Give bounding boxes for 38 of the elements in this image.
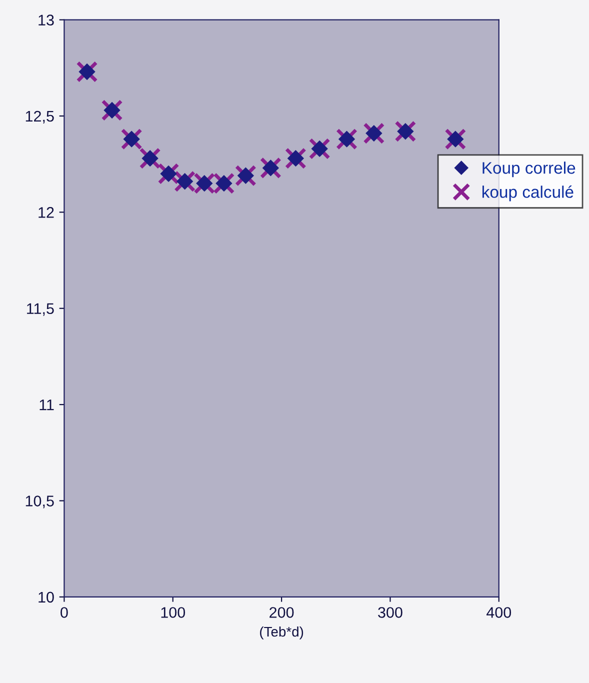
point bbox=[336, 128, 358, 150]
point bbox=[238, 168, 254, 184]
point bbox=[312, 141, 328, 156]
point bbox=[363, 122, 385, 144]
point bbox=[234, 164, 256, 186]
y-tick-label: 12 bbox=[38, 207, 54, 218]
point bbox=[79, 64, 95, 80]
point bbox=[216, 176, 232, 191]
point bbox=[158, 162, 180, 184]
y-tick-label: 11,5 bbox=[27, 303, 54, 316]
point bbox=[263, 160, 278, 176]
point bbox=[101, 99, 123, 121]
point bbox=[104, 102, 120, 118]
x-tick-label: 100 bbox=[161, 607, 186, 618]
point bbox=[260, 157, 282, 179]
point bbox=[196, 176, 212, 191]
point bbox=[160, 166, 176, 182]
y-tick-label: 11 bbox=[40, 400, 54, 410]
x-axis-title: (Teb*d) bbox=[260, 626, 304, 640]
legend-label: Koup correle bbox=[482, 162, 576, 178]
point bbox=[288, 150, 304, 166]
x-tick-label: 200 bbox=[270, 607, 294, 618]
point bbox=[339, 131, 354, 147]
point bbox=[177, 174, 192, 190]
point bbox=[139, 148, 161, 170]
y-tick-label: 10 bbox=[38, 592, 54, 603]
x-tick-label: 400 bbox=[486, 607, 512, 618]
point bbox=[308, 138, 330, 160]
point bbox=[366, 126, 382, 141]
point bbox=[76, 60, 98, 83]
point bbox=[142, 150, 158, 166]
legend-label: koup calculé bbox=[482, 185, 574, 202]
y-tick-label: 12,5 bbox=[26, 110, 54, 124]
point bbox=[284, 148, 306, 170]
x-tick-label: 0 bbox=[60, 607, 68, 618]
y-tick-label: 13 bbox=[38, 14, 54, 26]
x-tick-label: 300 bbox=[378, 607, 402, 618]
y-tick-label: 10,5 bbox=[26, 496, 54, 508]
